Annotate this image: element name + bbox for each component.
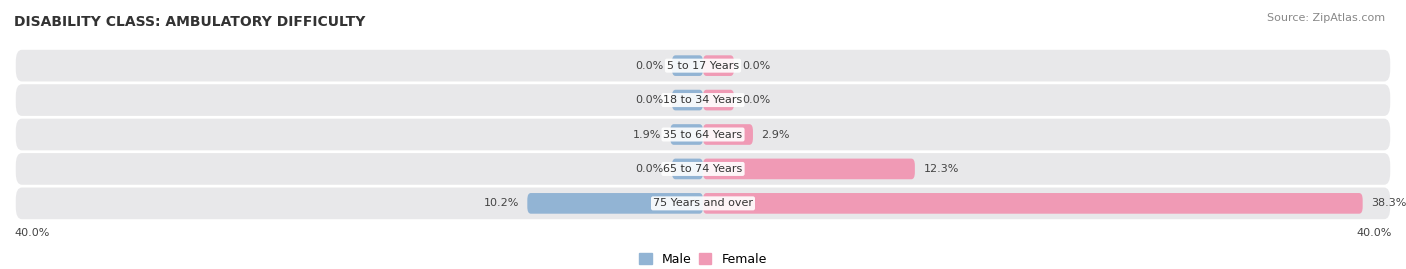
Text: 2.9%: 2.9%: [762, 129, 790, 140]
Text: 40.0%: 40.0%: [1357, 228, 1392, 238]
Text: 0.0%: 0.0%: [742, 61, 770, 71]
FancyBboxPatch shape: [672, 159, 703, 179]
FancyBboxPatch shape: [703, 193, 1362, 214]
FancyBboxPatch shape: [672, 55, 703, 76]
Text: 10.2%: 10.2%: [484, 198, 519, 208]
Text: 0.0%: 0.0%: [636, 164, 664, 174]
Text: 1.9%: 1.9%: [633, 129, 662, 140]
FancyBboxPatch shape: [703, 159, 915, 179]
Text: 0.0%: 0.0%: [742, 95, 770, 105]
FancyBboxPatch shape: [703, 55, 734, 76]
Text: 38.3%: 38.3%: [1371, 198, 1406, 208]
Text: 5 to 17 Years: 5 to 17 Years: [666, 61, 740, 71]
Text: 12.3%: 12.3%: [924, 164, 959, 174]
FancyBboxPatch shape: [527, 193, 703, 214]
FancyBboxPatch shape: [672, 90, 703, 110]
Text: 75 Years and over: 75 Years and over: [652, 198, 754, 208]
Text: 0.0%: 0.0%: [636, 95, 664, 105]
Text: DISABILITY CLASS: AMBULATORY DIFFICULTY: DISABILITY CLASS: AMBULATORY DIFFICULTY: [14, 16, 366, 30]
FancyBboxPatch shape: [15, 187, 1391, 219]
Legend: Male, Female: Male, Female: [640, 253, 766, 266]
FancyBboxPatch shape: [15, 50, 1391, 82]
Text: 0.0%: 0.0%: [636, 61, 664, 71]
Text: 18 to 34 Years: 18 to 34 Years: [664, 95, 742, 105]
FancyBboxPatch shape: [703, 90, 734, 110]
FancyBboxPatch shape: [671, 124, 703, 145]
FancyBboxPatch shape: [703, 124, 754, 145]
FancyBboxPatch shape: [15, 84, 1391, 116]
Text: Source: ZipAtlas.com: Source: ZipAtlas.com: [1267, 13, 1385, 23]
Text: 40.0%: 40.0%: [14, 228, 49, 238]
FancyBboxPatch shape: [15, 153, 1391, 185]
FancyBboxPatch shape: [15, 119, 1391, 150]
Text: 35 to 64 Years: 35 to 64 Years: [664, 129, 742, 140]
Text: 65 to 74 Years: 65 to 74 Years: [664, 164, 742, 174]
